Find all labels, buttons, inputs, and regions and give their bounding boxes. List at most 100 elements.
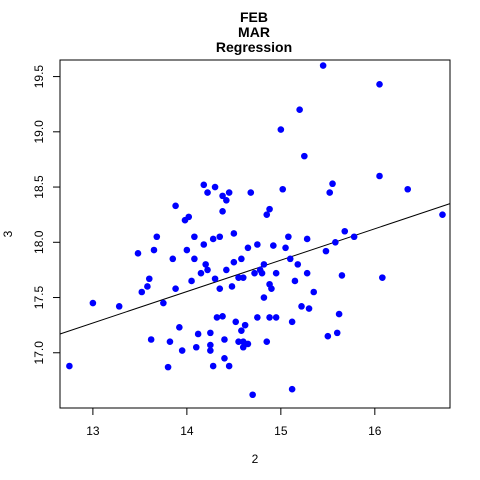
data-point xyxy=(298,303,305,310)
data-point xyxy=(404,186,411,193)
data-point xyxy=(207,330,214,337)
data-point xyxy=(210,363,217,370)
data-point xyxy=(334,330,341,337)
data-point xyxy=(221,336,228,343)
x-axis-tick-label: 16 xyxy=(368,424,382,438)
data-point xyxy=(167,338,174,345)
y-axis-tick-label: 19.0 xyxy=(32,120,46,144)
data-point xyxy=(176,324,183,331)
data-point xyxy=(336,311,343,318)
data-point xyxy=(304,236,311,243)
data-point xyxy=(341,228,348,235)
data-point xyxy=(351,233,358,240)
data-point xyxy=(165,364,172,371)
data-point xyxy=(270,242,277,249)
data-point xyxy=(247,189,254,196)
data-point xyxy=(261,261,268,268)
data-point xyxy=(160,300,167,307)
data-point xyxy=(135,250,142,257)
data-point xyxy=(279,186,286,193)
data-point xyxy=(294,261,301,268)
data-point xyxy=(323,248,330,255)
data-point xyxy=(198,270,205,277)
data-point xyxy=(116,303,123,310)
data-point xyxy=(184,247,191,254)
data-point xyxy=(193,344,200,351)
data-point xyxy=(195,331,202,338)
y-axis-tick-label: 18.5 xyxy=(32,175,46,199)
data-point xyxy=(240,274,247,281)
data-point xyxy=(266,314,273,321)
data-point xyxy=(376,173,383,180)
data-point xyxy=(268,285,275,292)
data-point xyxy=(221,355,228,362)
points-layer xyxy=(66,62,446,398)
data-point xyxy=(172,203,179,210)
data-point xyxy=(185,214,192,221)
data-point xyxy=(439,211,446,218)
chart-title: FEB MAR Regression xyxy=(216,9,292,55)
data-point xyxy=(289,386,296,393)
data-point xyxy=(259,270,266,277)
data-point xyxy=(261,294,268,301)
data-point xyxy=(285,233,292,240)
data-point xyxy=(207,347,214,354)
data-point xyxy=(138,289,145,296)
data-point xyxy=(242,322,249,329)
data-point xyxy=(306,305,313,312)
data-point xyxy=(326,189,333,196)
y-axis-tick-label: 19.5 xyxy=(32,65,46,89)
data-point xyxy=(146,275,153,282)
regression-line xyxy=(60,204,450,334)
data-point xyxy=(278,126,285,133)
data-point xyxy=(191,233,198,240)
x-axis-label: 2 xyxy=(252,452,259,466)
data-point xyxy=(310,289,317,296)
data-point xyxy=(254,241,261,248)
data-point xyxy=(219,313,226,320)
regression-layer xyxy=(60,204,450,334)
x-axis-tick-label: 14 xyxy=(180,424,194,438)
data-point xyxy=(273,270,280,277)
data-point xyxy=(226,189,233,196)
data-point xyxy=(320,62,327,69)
data-point xyxy=(66,363,73,370)
data-point xyxy=(231,230,238,237)
data-point xyxy=(245,341,252,348)
data-point xyxy=(179,347,186,354)
data-point xyxy=(148,336,155,343)
data-point xyxy=(212,184,219,191)
data-point xyxy=(287,256,294,263)
data-point xyxy=(292,278,299,285)
data-point xyxy=(282,245,289,252)
title-line-3: Regression xyxy=(216,39,292,55)
data-point xyxy=(238,327,245,334)
data-point xyxy=(296,106,303,113)
data-point xyxy=(226,363,233,370)
data-point xyxy=(379,274,386,281)
x-axis-tick-label: 13 xyxy=(86,424,100,438)
data-point xyxy=(251,270,258,277)
data-point xyxy=(229,283,236,290)
y-axis-label: 3 xyxy=(1,230,15,237)
data-point xyxy=(376,81,383,88)
data-point xyxy=(339,272,346,279)
data-point xyxy=(216,285,223,292)
data-point xyxy=(273,314,280,321)
x-axis: 13 14 15 16 xyxy=(86,408,382,438)
data-point xyxy=(200,182,207,189)
data-point xyxy=(304,270,311,277)
data-point xyxy=(204,267,211,274)
data-point xyxy=(153,233,160,240)
title-line-1: FEB xyxy=(240,9,268,25)
data-point xyxy=(263,338,270,345)
data-point xyxy=(216,233,223,240)
data-point xyxy=(223,267,230,274)
data-point xyxy=(266,206,273,213)
data-point xyxy=(151,247,158,254)
data-point xyxy=(200,241,207,248)
title-line-2: MAR xyxy=(238,24,270,40)
data-point xyxy=(210,236,217,243)
data-point xyxy=(231,259,238,266)
data-point xyxy=(90,300,97,307)
